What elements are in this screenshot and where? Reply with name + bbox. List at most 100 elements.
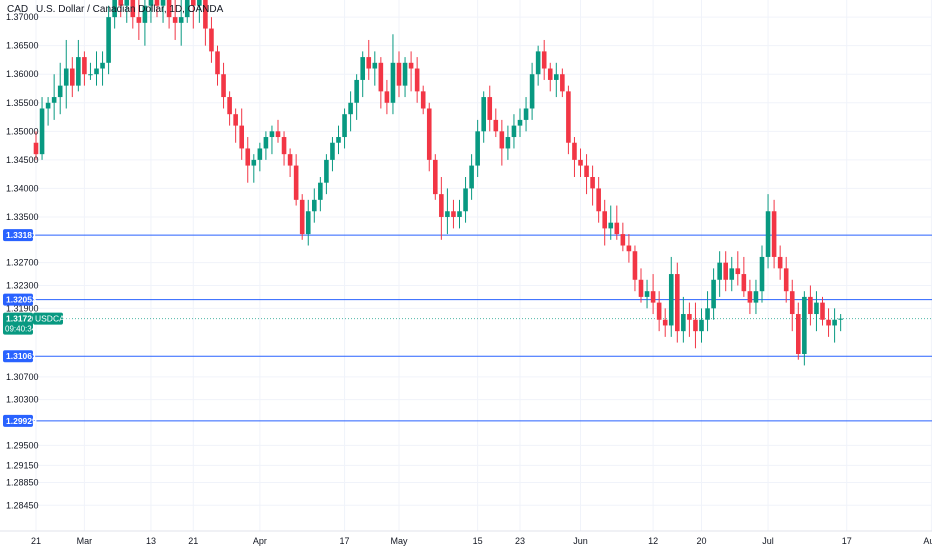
candle-body bbox=[777, 256, 783, 269]
candle-body bbox=[535, 51, 541, 75]
x-tick-label: Jun bbox=[573, 536, 588, 546]
candle-body bbox=[644, 291, 650, 297]
candle-body bbox=[832, 319, 837, 326]
candle-body bbox=[517, 119, 523, 126]
candle-body bbox=[487, 97, 493, 120]
candle-body bbox=[384, 91, 390, 103]
candle-body bbox=[445, 211, 450, 217]
candle-body bbox=[451, 211, 456, 217]
countdown-label: 09:40:34 bbox=[5, 325, 37, 334]
candle-body bbox=[771, 211, 777, 257]
candle-body bbox=[783, 268, 789, 292]
candle-body bbox=[735, 268, 741, 275]
x-tick-label: 17 bbox=[842, 536, 852, 546]
price-axis[interactable]: 1.37000 1.36500 1.36000 1.35500 1.35000 1.345… bbox=[6, 12, 39, 510]
candle-body bbox=[759, 256, 765, 292]
candle-body bbox=[747, 291, 753, 303]
candle-body bbox=[439, 194, 444, 217]
candle-body bbox=[330, 142, 335, 160]
horizontal-levels bbox=[30, 234, 932, 422]
candle-body bbox=[281, 137, 287, 155]
candle-body bbox=[650, 291, 656, 303]
y-tick-label: 1.35000 bbox=[6, 126, 39, 136]
level-badge-label: 1.29929 bbox=[6, 416, 37, 426]
candle-body bbox=[632, 251, 638, 280]
candle-body bbox=[693, 319, 698, 332]
candle-body bbox=[469, 165, 474, 189]
price-badges: 1.33181 1.32053 1.31061 1.29929 1.3172009:40… bbox=[3, 229, 71, 427]
y-tick-label: 1.30700 bbox=[6, 372, 39, 382]
candle-body bbox=[596, 188, 601, 212]
candle-body bbox=[717, 262, 722, 280]
candle-body bbox=[656, 302, 662, 320]
time-axis[interactable]: 21 Mar 13 21 Apr 17 May 15 23 Jun 12 20 Jul 17 Aug bbox=[0, 530, 932, 546]
candle-body bbox=[608, 222, 614, 229]
candle-body bbox=[39, 108, 45, 155]
candle-body bbox=[118, 0, 123, 6]
candle-body bbox=[826, 319, 831, 326]
candle-body bbox=[100, 62, 105, 69]
candle-body bbox=[191, 0, 196, 6]
candle-body bbox=[475, 131, 480, 166]
candle-body bbox=[148, 0, 154, 6]
candle-body bbox=[590, 177, 595, 189]
y-tick-label: 1.29500 bbox=[6, 440, 39, 450]
candle-body bbox=[796, 314, 801, 354]
candles bbox=[33, 0, 843, 366]
y-tick-label: 1.36000 bbox=[6, 69, 39, 79]
x-tick-label: 13 bbox=[146, 536, 156, 546]
chart-header: CAD U.S. Dollar / Canadian Dollar, 1D, O… bbox=[7, 4, 224, 15]
level-badge-label: 1.31061 bbox=[6, 351, 37, 361]
candle-body bbox=[493, 119, 499, 132]
candle-body bbox=[390, 62, 396, 103]
candle-body bbox=[505, 137, 511, 149]
candle-body bbox=[547, 68, 553, 80]
candle-body bbox=[396, 62, 402, 86]
candle-body bbox=[318, 182, 323, 200]
candle-body bbox=[45, 102, 51, 109]
grid-lines bbox=[30, 0, 932, 531]
candle-body bbox=[808, 296, 813, 315]
y-tick-label: 1.28450 bbox=[6, 500, 39, 510]
currency-label: CAD bbox=[7, 4, 28, 15]
candle-body bbox=[541, 51, 547, 69]
candle-body bbox=[305, 211, 311, 235]
candle-body bbox=[433, 159, 438, 195]
y-tick-label: 1.35500 bbox=[6, 98, 39, 108]
candle-body bbox=[57, 85, 63, 98]
candle-body bbox=[820, 302, 825, 320]
level-badge-label: 1.33181 bbox=[6, 230, 37, 240]
candle-body bbox=[554, 74, 559, 80]
candle-body bbox=[578, 159, 583, 166]
candle-body bbox=[82, 57, 87, 75]
candle-body bbox=[614, 222, 620, 235]
candle-body bbox=[251, 159, 257, 166]
candle-body bbox=[789, 291, 795, 315]
candle-body bbox=[668, 274, 674, 326]
candle-body bbox=[675, 274, 680, 332]
x-tick-label: May bbox=[390, 536, 408, 546]
candle-body bbox=[463, 188, 468, 212]
candle-body bbox=[408, 62, 414, 69]
candle-body bbox=[124, 0, 130, 6]
candle-body bbox=[662, 319, 668, 326]
candle-body bbox=[729, 268, 735, 280]
candle-body bbox=[765, 211, 771, 257]
candle-body bbox=[566, 91, 571, 143]
candle-body bbox=[184, 0, 190, 18]
candle-body bbox=[203, 0, 208, 29]
candle-body bbox=[154, 0, 160, 6]
candle-body bbox=[312, 199, 317, 212]
y-tick-label: 1.30300 bbox=[6, 395, 39, 405]
candle-body bbox=[227, 97, 232, 115]
level-badge bbox=[3, 229, 33, 242]
candle-body bbox=[239, 125, 244, 149]
candle-body bbox=[741, 274, 747, 292]
x-tick-label: 15 bbox=[473, 536, 483, 546]
candle-body bbox=[51, 97, 57, 103]
candle-body bbox=[94, 68, 99, 75]
y-tick-label: 1.33500 bbox=[6, 212, 39, 222]
candle-body bbox=[233, 114, 238, 126]
candle-body bbox=[88, 74, 93, 76]
